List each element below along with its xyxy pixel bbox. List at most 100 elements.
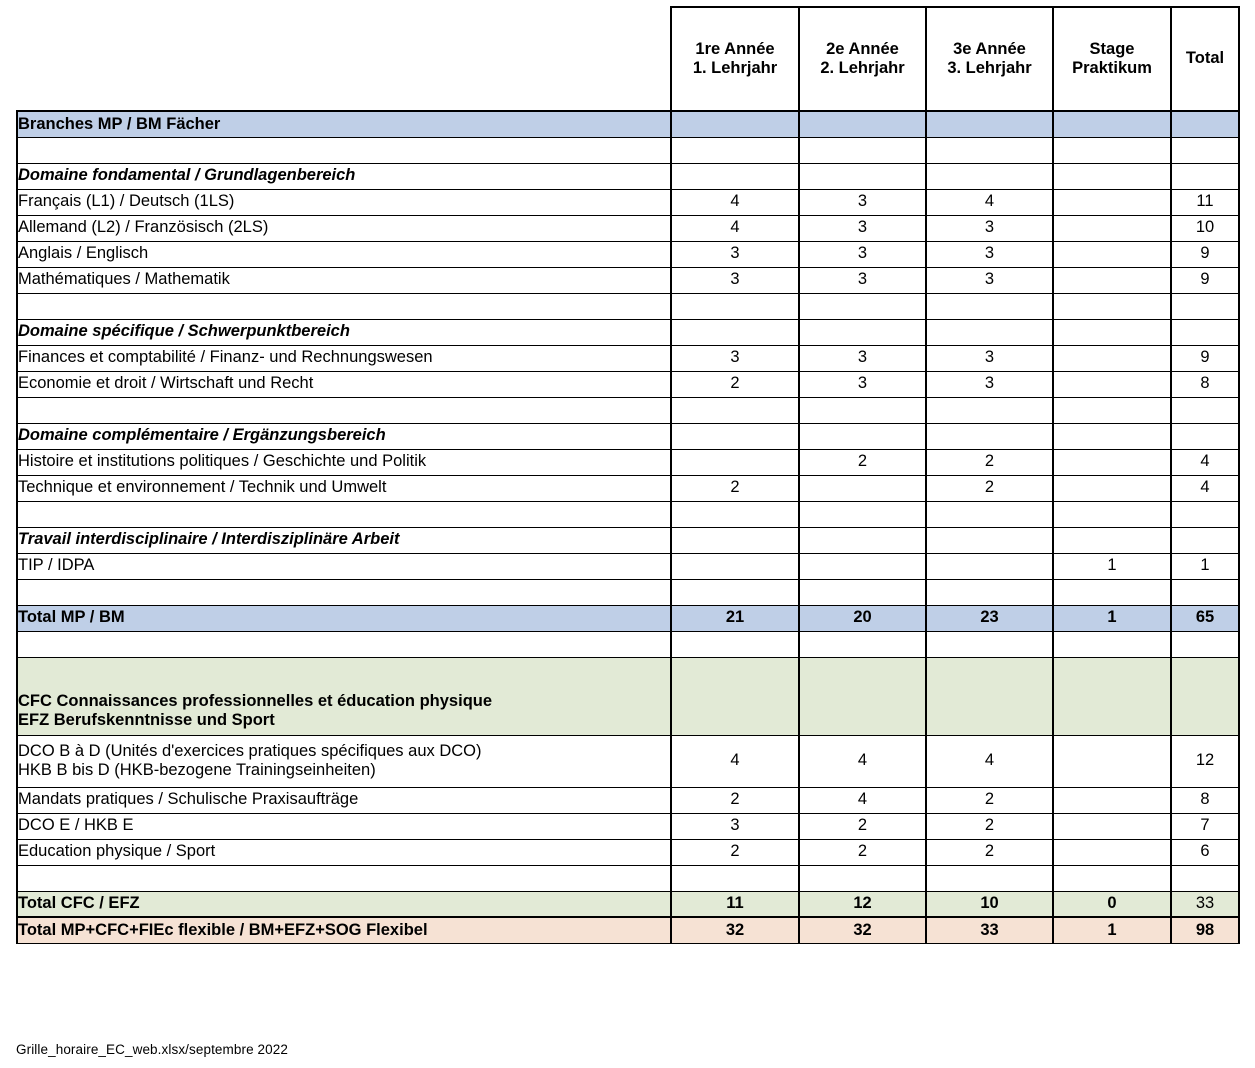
cell-spacer-7-year3 — [926, 865, 1054, 892]
cell-total-mp-bm-stage: 1 — [1053, 605, 1172, 632]
header-year2-de: 2. Lehrjahr — [820, 59, 905, 77]
cell-spacer-4-year3 — [926, 501, 1054, 528]
cell-dco-b-a-d-year2: 4 — [799, 735, 927, 788]
table-row: Domaine spécifique / Schwerpunktbereich — [16, 319, 1240, 346]
cell-domaine-fondamental-stage — [1053, 163, 1172, 190]
cell-spacer-2-year2 — [799, 293, 927, 320]
cell-spacer-4-year1 — [670, 501, 800, 528]
cell-spacer-3-year2 — [799, 397, 927, 424]
row-label-total-mp-bm: Total MP / BM — [16, 605, 672, 632]
cell-mandats-pratiques-year1: 2 — [670, 787, 800, 814]
cell-domaine-specifique-year2 — [799, 319, 927, 346]
cell-tip-idpa-year2 — [799, 553, 927, 580]
cell-spacer-7-stage — [1053, 865, 1172, 892]
header-stage-fr: Stage — [1089, 39, 1135, 58]
table-row: Economie et droit / Wirtschaft und Recht… — [16, 371, 1240, 398]
row-label-education-physique-sport: Education physique / Sport — [16, 839, 672, 866]
cell-cfc-efz-header-stage — [1053, 657, 1172, 736]
dco-label-line-de: HKB B bis D (HKB-bezogene Trainingseinhe… — [18, 761, 376, 779]
cell-economie-droit-year3: 3 — [926, 371, 1054, 398]
cell-technique-environnement-year1: 2 — [670, 475, 800, 502]
cell-technique-environnement-total: 4 — [1171, 475, 1240, 502]
cell-cfc-efz-header-year3 — [926, 657, 1054, 736]
cell-branches-mp-bm-total — [1171, 110, 1240, 138]
cell-histoire-institutions-stage — [1053, 449, 1172, 476]
row-label-domaine-complementaire: Domaine complémentaire / Ergänzungsberei… — [16, 423, 672, 450]
cell-finances-comptabilite-total: 9 — [1171, 345, 1240, 372]
cell-branches-mp-bm-year2 — [799, 110, 927, 138]
cell-mathematiques-mathematik-year1: 3 — [670, 267, 800, 294]
row-label-anglais-englisch: Anglais / Englisch — [16, 241, 672, 268]
cell-mathematiques-mathematik-total: 9 — [1171, 267, 1240, 294]
row-label-mathematiques-mathematik: Mathématiques / Mathematik — [16, 267, 672, 294]
header-year3-de: 3. Lehrjahr — [947, 59, 1032, 77]
cell-spacer-2-total — [1171, 293, 1240, 320]
cell-mandats-pratiques-total: 8 — [1171, 787, 1240, 814]
cell-anglais-englisch-year2: 3 — [799, 241, 927, 268]
cell-spacer-6-year3 — [926, 631, 1054, 658]
cell-finances-comptabilite-year1: 3 — [670, 345, 800, 372]
cell-technique-environnement-stage — [1053, 475, 1172, 502]
header-year1: 1re Année 1. Lehrjahr — [670, 6, 800, 112]
table-row: Domaine complémentaire / Ergänzungsberei… — [16, 423, 1240, 450]
cell-total-grand-year2: 32 — [799, 916, 927, 944]
table-row: Allemand (L2) / Französisch (2LS) 4 3 3 10 — [16, 215, 1240, 242]
cell-total-cfc-efz-total: 33 — [1171, 891, 1240, 918]
header-total: Total — [1171, 6, 1240, 112]
row-label-spacer-3 — [16, 397, 672, 424]
cell-education-physique-sport-year3: 2 — [926, 839, 1054, 866]
table-row: Total CFC / EFZ 11 12 10 0 33 — [16, 891, 1240, 918]
cell-tip-idpa-year1 — [670, 553, 800, 580]
cell-anglais-englisch-year3: 3 — [926, 241, 1054, 268]
cell-domaine-specifique-stage — [1053, 319, 1172, 346]
cell-finances-comptabilite-stage — [1053, 345, 1172, 372]
cell-total-grand-total: 98 — [1171, 916, 1240, 944]
cell-domaine-fondamental-total — [1171, 163, 1240, 190]
cell-mathematiques-mathematik-year2: 3 — [799, 267, 927, 294]
row-label-technique-environnement: Technique et environnement / Technik und… — [16, 475, 672, 502]
cell-dco-b-a-d-total: 12 — [1171, 735, 1240, 788]
cell-branches-mp-bm-stage — [1053, 110, 1172, 138]
cell-spacer-1-year1 — [670, 137, 800, 164]
cell-spacer-6-year2 — [799, 631, 927, 658]
cell-spacer-1-year3 — [926, 137, 1054, 164]
cell-dco-e-hkb-e-year2: 2 — [799, 813, 927, 840]
table-row: DCO B à D (Unités d'exercices pratiques … — [16, 735, 1240, 788]
row-label-tip-idpa: TIP / IDPA — [16, 553, 672, 580]
cell-total-mp-bm-total: 65 — [1171, 605, 1240, 632]
row-label-total-cfc-efz: Total CFC / EFZ — [16, 891, 672, 918]
cell-travail-interdisciplinaire-total — [1171, 527, 1240, 554]
table-row: Mathématiques / Mathematik 3 3 3 9 — [16, 267, 1240, 294]
cell-domaine-fondamental-year3 — [926, 163, 1054, 190]
cfc-header-line-de: EFZ Berufskenntnisse und Sport — [18, 711, 275, 730]
row-label-domaine-fondamental: Domaine fondamental / Grundlagenbereich — [16, 163, 672, 190]
cell-spacer-1-stage — [1053, 137, 1172, 164]
table-row: Branches MP / BM Fächer — [16, 110, 1240, 138]
cell-spacer-4-stage — [1053, 501, 1172, 528]
cell-travail-interdisciplinaire-stage — [1053, 527, 1172, 554]
row-label-finances-comptabilite: Finances et comptabilité / Finanz- und R… — [16, 345, 672, 372]
cell-total-grand-stage: 1 — [1053, 916, 1172, 944]
table-row — [16, 501, 1240, 528]
cell-cfc-efz-header-total — [1171, 657, 1240, 736]
header-year1-de: 1. Lehrjahr — [692, 59, 778, 77]
cell-spacer-4-year2 — [799, 501, 927, 528]
cell-mandats-pratiques-year3: 2 — [926, 787, 1054, 814]
cell-travail-interdisciplinaire-year2 — [799, 527, 927, 554]
cell-education-physique-sport-total: 6 — [1171, 839, 1240, 866]
footer-note: Grille_horaire_EC_web.xlsx/septembre 202… — [16, 1042, 288, 1057]
cell-dco-b-a-d-stage — [1053, 735, 1172, 788]
cell-allemand-franzoesisch-year1: 4 — [670, 215, 800, 242]
cell-anglais-englisch-stage — [1053, 241, 1172, 268]
cell-mathematiques-mathematik-year3: 3 — [926, 267, 1054, 294]
cell-dco-e-hkb-e-stage — [1053, 813, 1172, 840]
cell-total-grand-year3: 33 — [926, 916, 1054, 944]
table-row: Histoire et institutions politiques / Ge… — [16, 449, 1240, 476]
cell-tip-idpa-year3 — [926, 553, 1054, 580]
cell-economie-droit-year2: 3 — [799, 371, 927, 398]
table-row — [16, 631, 1240, 658]
row-label-dco-e-hkb-e: DCO E / HKB E — [16, 813, 672, 840]
row-label-total-grand: Total MP+CFC+FIEc flexible / BM+EFZ+SOG … — [16, 916, 672, 944]
table-row: Finances et comptabilité / Finanz- und R… — [16, 345, 1240, 372]
header-label-col — [17, 7, 671, 111]
